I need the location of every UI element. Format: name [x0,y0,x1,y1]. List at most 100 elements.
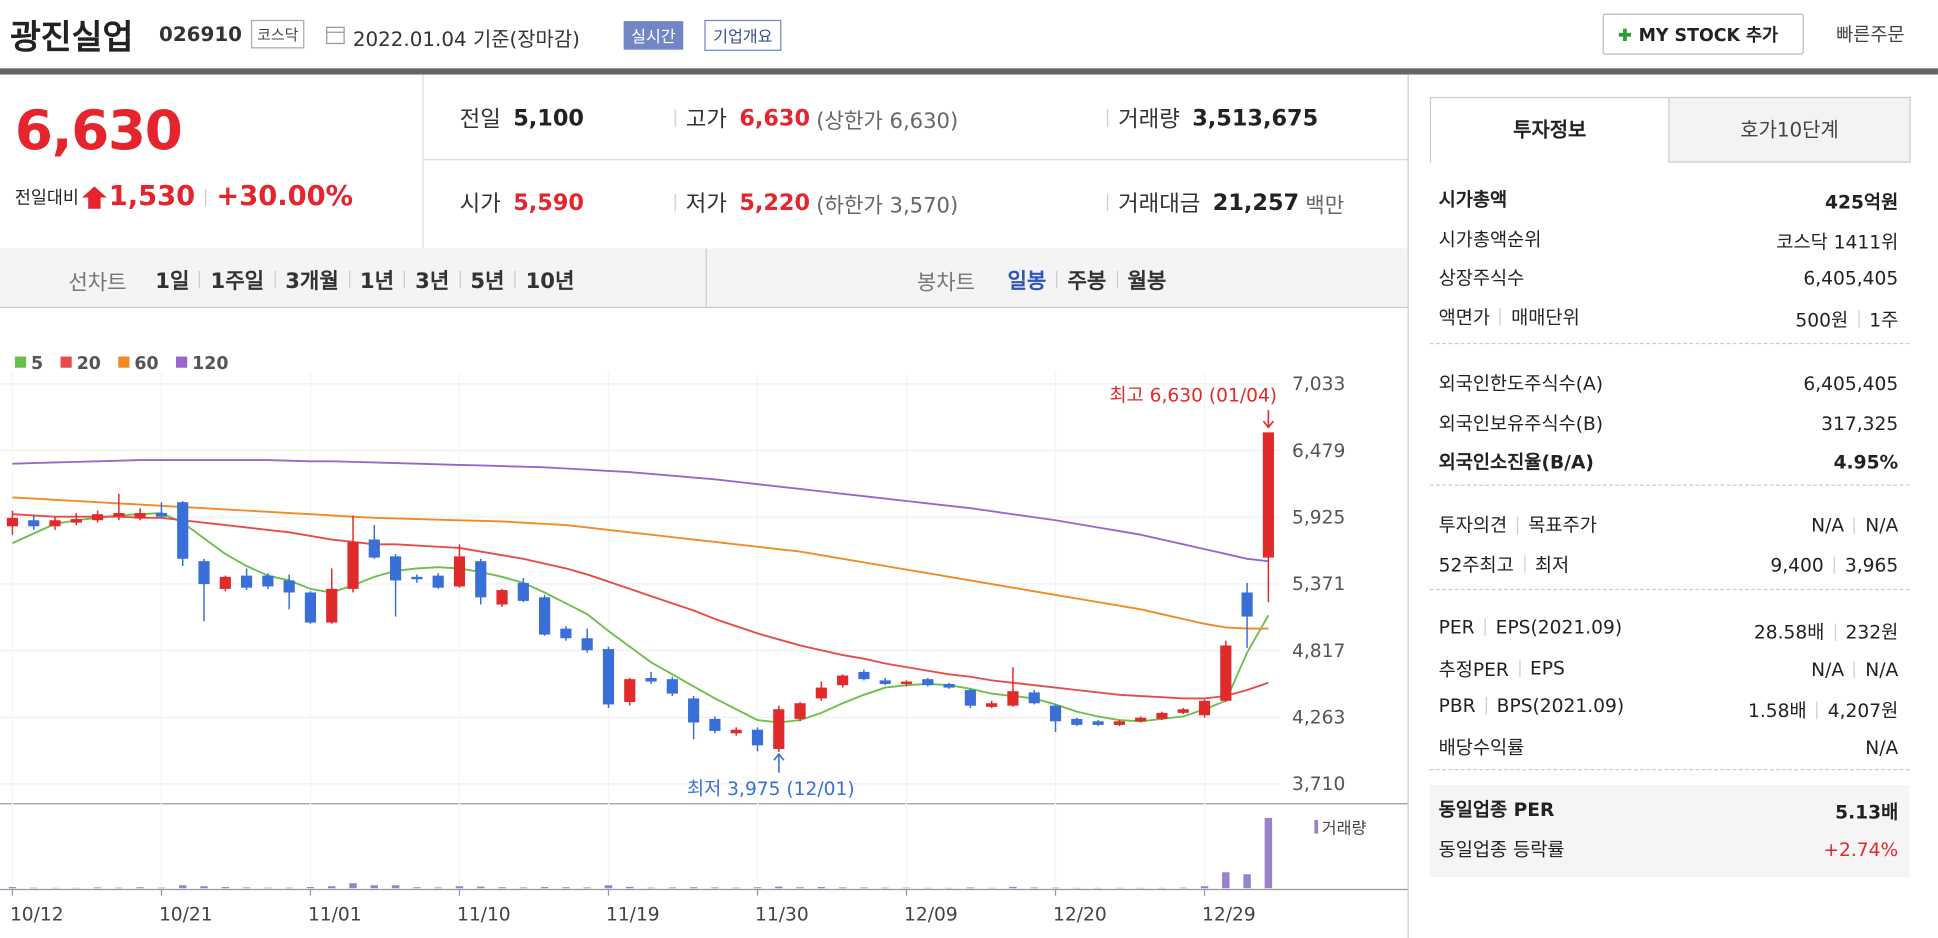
volume-bar [93,887,102,889]
y-tick-label: 5,925 [1292,507,1345,528]
market-badge: 코스닥 [250,19,305,49]
separator [1523,555,1525,573]
separator [1518,659,1521,678]
separator [1858,310,1860,328]
info-value: N/A N/A [1811,514,1898,536]
volume-bar [583,887,591,889]
volume-bar [178,885,187,889]
info-label-text: 외국인소진율(B/A) [1438,450,1594,474]
info-tab[interactable]: 호가10단계 [1668,96,1911,163]
tab[interactable]: 1년 [359,269,395,295]
candle-body [1262,432,1274,558]
y-tick-label: 5,371 [1292,574,1345,595]
x-tick-label: 11/01 [308,905,362,926]
info-value-text: 코스닥 1411위 [1776,230,1899,253]
change-rate: +30.00% [216,181,354,213]
info-value-text: N/A [1811,514,1845,537]
sector-box [1429,785,1910,878]
chart-tabs [0,248,1408,309]
candle-body [177,502,189,559]
tab[interactable]: 3년 [415,269,450,295]
info-value: 코스닥 1411위 [1776,228,1898,254]
info-label: 동일업종 PER [1439,796,1555,822]
company-badge[interactable]: 기업개요 [704,19,782,51]
info-value-text: 317,325 [1821,411,1899,435]
legend-swatch [118,356,130,368]
info-tab-active[interactable]: 투자정보 [1429,96,1670,163]
info-value-text: 3,965 [1844,553,1899,576]
volume-bar [1009,886,1017,889]
quick-order[interactable]: 빠른주문 [1836,23,1905,46]
candle-body [1113,721,1125,725]
ma-line [12,513,1269,700]
info-value-text: 9,400 [1770,553,1824,576]
separator [1833,555,1835,574]
volume-bar [796,887,804,889]
low-arrow [773,752,785,773]
tab[interactable]: 5년 [470,269,505,295]
candle-body [1049,705,1062,722]
divider [1407,74,1409,938]
stock-name: 광진실업 [9,18,134,58]
ma-line [12,512,1270,724]
legend-label: 120 [192,354,228,374]
candle-body [773,709,785,749]
info-tab-label: 투자정보 [1513,118,1587,142]
info-label: PER EPS(2021.09) [1439,616,1623,638]
tab[interactable]: 주봉 [1067,269,1107,295]
info-label: 52주최고 최저 [1439,551,1570,577]
x-tick-label: 12/20 [1053,905,1107,926]
volume-bar [775,886,783,889]
volume-bar [200,886,208,889]
info-value-text: 1주 [1869,308,1899,332]
candle-body [432,575,444,588]
tab[interactable]: 3개월 [285,269,339,295]
mystock-button[interactable]: MY STOCK 추가 [1602,13,1804,55]
volume-bar [881,887,889,889]
volume-bar [306,887,315,889]
candle-body [964,689,976,706]
volume-bar [1030,887,1038,889]
legend-label: 5 [31,354,43,374]
volume-bar [1179,887,1187,889]
candle-body [1220,645,1232,701]
volume-bar [753,887,762,889]
info-label-text: 시가총액순위 [1438,227,1542,251]
y-tick-label: 7,033 [1292,374,1345,395]
candle-body [1177,709,1189,713]
candle-body [1092,721,1104,725]
volume-bar [1243,874,1251,889]
separator [1106,109,1109,127]
high-arrow [1262,409,1274,429]
candle-body [1135,717,1147,722]
legend-swatch [60,356,72,368]
volume-bar [136,887,144,889]
separator [674,109,676,127]
volume-bar [221,887,230,889]
tab[interactable]: 10년 [525,269,575,295]
ma-line [12,459,1269,563]
info-value: +2.74% [1823,838,1898,860]
volume-bar [540,887,549,889]
tab[interactable]: 일봉 [1007,269,1047,295]
tab[interactable]: 1주일 [210,269,265,295]
realtime-badge[interactable]: 실시간 [623,21,684,50]
info-label: 상장주식수 [1439,265,1525,291]
info-value: N/A [1865,736,1898,758]
current-price: 6,630 [14,99,183,163]
tab[interactable]: 1일 [155,269,190,295]
volume-bar [285,887,293,889]
info-label: 액면가 매매단위 [1439,304,1580,330]
candle-body [1007,691,1019,706]
info-value: 9,400 3,965 [1770,553,1898,575]
volume-bar [434,887,442,889]
volume-legend: 거래량 [1322,819,1367,838]
summary-value: 5,590 [513,189,584,216]
info-value-text: N/A [1865,657,1899,681]
candle-body [496,590,508,605]
volume-bar [626,886,634,889]
y-tick-label: 4,263 [1292,708,1345,729]
info-label-text: BPS(2021.09) [1496,694,1625,717]
tab[interactable]: 월봉 [1127,269,1167,295]
info-label: 외국인소진율(B/A) [1439,448,1594,474]
